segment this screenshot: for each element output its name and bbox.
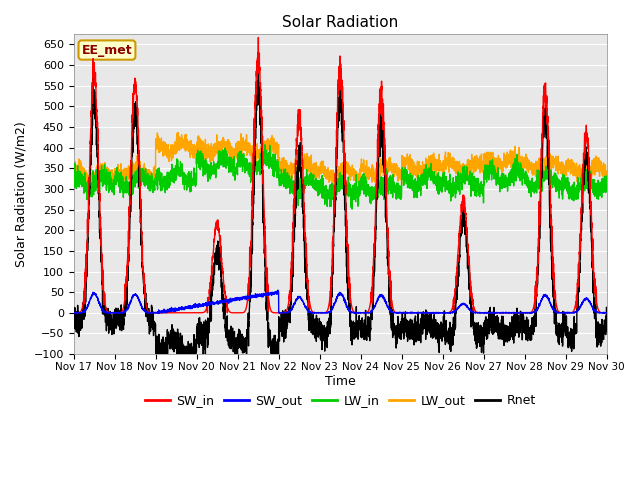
Text: EE_met: EE_met bbox=[82, 44, 132, 57]
Legend: SW_in, SW_out, LW_in, LW_out, Rnet: SW_in, SW_out, LW_in, LW_out, Rnet bbox=[140, 389, 541, 412]
X-axis label: Time: Time bbox=[324, 374, 356, 387]
Title: Solar Radiation: Solar Radiation bbox=[282, 15, 398, 30]
Y-axis label: Solar Radiation (W/m2): Solar Radiation (W/m2) bbox=[15, 121, 28, 267]
